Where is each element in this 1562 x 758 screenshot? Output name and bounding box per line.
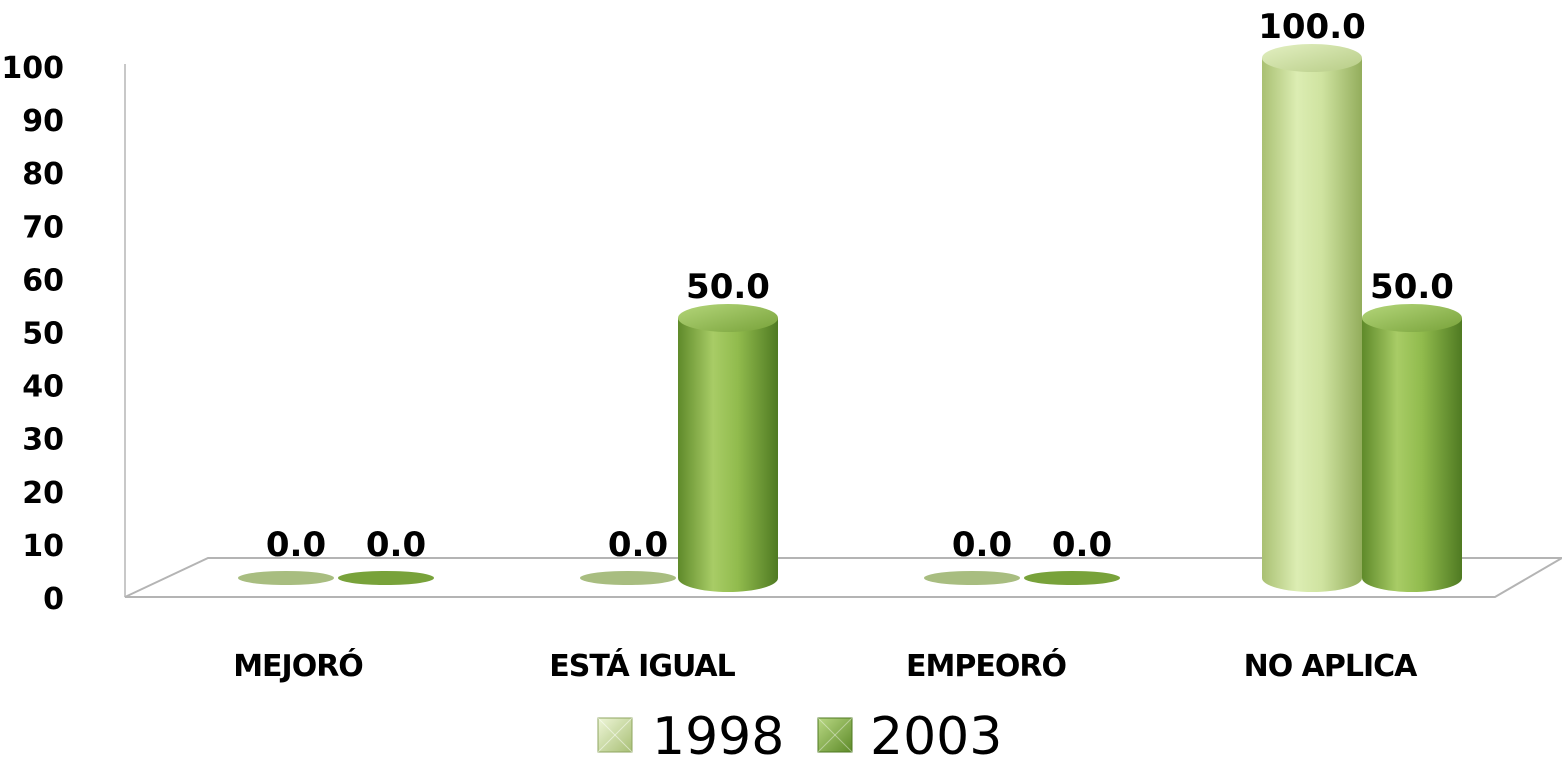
legend-swatch-2003 (817, 717, 853, 753)
x-tick-label: EMPEORÓ (906, 647, 1066, 684)
data-label-2003-0: 0.0 (366, 525, 426, 565)
y-tick-label: 50 (22, 317, 64, 352)
y-tick-label: 90 (22, 104, 64, 139)
data-label-1998-2: 0.0 (952, 525, 1012, 565)
legend-item-1998: 1998 (597, 707, 784, 758)
legend-label-1998: 1998 (652, 707, 784, 758)
bar-1998-2 (924, 571, 1020, 585)
chart-axes (124, 64, 1562, 598)
y-tick-label: 100 (1, 51, 64, 86)
x-tick-label: NO APLICA (1244, 649, 1419, 684)
data-labels: 0.0 0.0 0.0 50.0 0.0 0.0 100.0 50.0 (266, 7, 1454, 565)
legend-item-2003: 2003 (817, 707, 1002, 758)
bar-2003-1 (678, 318, 778, 592)
data-label-2003-1: 50.0 (686, 267, 770, 307)
bars (238, 44, 1462, 592)
legend: 1998 2003 (597, 707, 1002, 758)
bar-cap-2003-1 (678, 304, 778, 332)
data-label-2003-3: 50.0 (1370, 267, 1454, 307)
y-tick-label: 0 (43, 582, 64, 617)
bar-2003-3 (1362, 318, 1462, 592)
bar-2003-0 (338, 571, 434, 585)
y-tick-label: 10 (22, 529, 64, 564)
x-tick-label: MEJORÓ (233, 647, 363, 684)
y-tick-label: 20 (22, 476, 64, 511)
bar-1998-1 (580, 571, 676, 585)
x-axis-labels: MEJORÓ ESTÁ IGUAL EMPEORÓ NO APLICA (233, 647, 1419, 684)
y-tick-label: 80 (22, 157, 64, 192)
y-tick-label: 70 (22, 210, 64, 245)
data-label-1998-0: 0.0 (266, 525, 326, 565)
data-label-2003-2: 0.0 (1052, 525, 1112, 565)
bar-2003-2 (1024, 571, 1120, 585)
chart-floor (124, 557, 1562, 598)
y-axis-ticks: 0 10 20 30 40 50 60 70 80 90 100 (1, 51, 64, 617)
y-tick-label: 30 (22, 423, 64, 458)
data-label-1998-1: 0.0 (608, 525, 668, 565)
y-tick-label: 40 (22, 370, 64, 405)
x-tick-label: ESTÁ IGUAL (549, 648, 735, 684)
bar-cap-2003-3 (1362, 304, 1462, 332)
legend-label-2003: 2003 (870, 707, 1002, 758)
bar-1998-0 (238, 571, 334, 585)
y-tick-label: 60 (22, 263, 64, 298)
bar-1998-3 (1262, 58, 1362, 592)
bar-cap-1998-3 (1262, 44, 1362, 72)
data-label-1998-3: 100.0 (1258, 7, 1366, 47)
